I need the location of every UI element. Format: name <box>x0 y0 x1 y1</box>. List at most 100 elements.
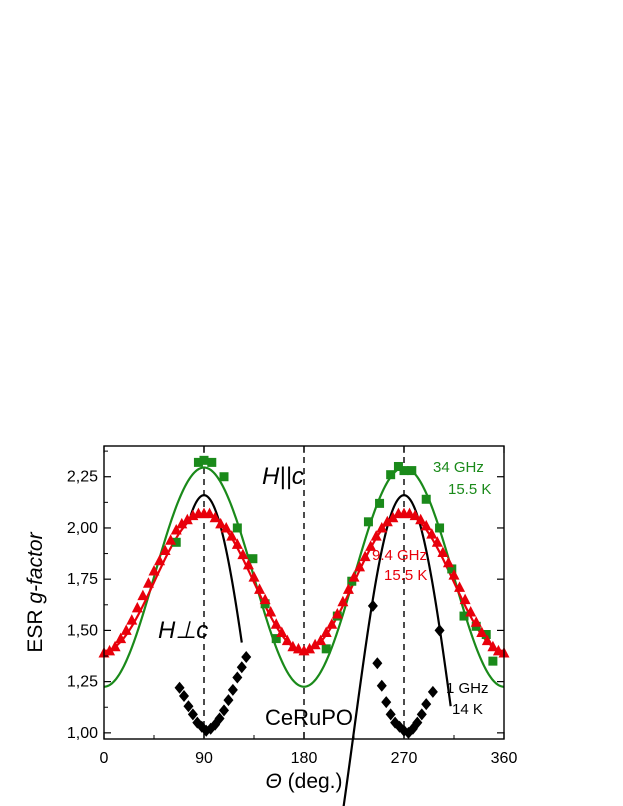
green-temp-label: 15.5 K <box>448 481 491 498</box>
data-point-1-56 <box>409 509 421 521</box>
annotations: H⊥c H||c CeRuPO 34 GHz 15.5 K 9.4 GHz 15… <box>158 459 491 730</box>
data-point-1-2 <box>109 640 121 652</box>
data-point-1-5 <box>126 614 138 625</box>
data-point-1-22 <box>220 521 232 533</box>
data-point-0-1 <box>193 457 203 467</box>
data-point-1-59 <box>426 528 438 539</box>
data-point-2-1 <box>179 689 189 702</box>
data-point-1-8 <box>142 577 154 588</box>
data-point-0-2 <box>199 455 209 465</box>
x-tick-label-360: 360 <box>491 750 518 767</box>
data-point-0-16 <box>399 466 409 476</box>
red-freq-label: 9.4 GHz <box>372 547 427 564</box>
data-point-1-50 <box>376 521 388 533</box>
y-tick-label-2: 1,50 <box>67 622 98 639</box>
data-point-1-23 <box>226 530 238 541</box>
data-point-2-20 <box>385 708 396 721</box>
data-point-1-52 <box>387 511 399 523</box>
data-point-1-32 <box>276 626 288 637</box>
sample-label: CeRuPO <box>265 705 353 730</box>
data-point-1-11 <box>159 544 171 555</box>
data-point-0-23 <box>481 630 491 640</box>
data-point-2-11 <box>223 694 234 707</box>
data-point-2-14 <box>236 661 247 674</box>
data-point-0-0 <box>171 537 181 547</box>
data-point-1-68 <box>476 626 488 637</box>
data-point-1-26 <box>242 558 254 570</box>
data-point-1-14 <box>176 517 188 529</box>
data-point-2-28 <box>421 698 432 711</box>
data-point-1-21 <box>215 517 227 529</box>
data-point-1-7 <box>137 589 149 601</box>
data-point-1-51 <box>381 515 393 527</box>
data-point-2-9 <box>214 712 225 725</box>
data-point-0-8 <box>271 634 281 644</box>
red-temp-label: 15.5 K <box>384 567 427 584</box>
fit-curve-0-0 <box>103 466 505 688</box>
data-point-0-9 <box>321 644 331 654</box>
data-point-2-27 <box>416 708 427 721</box>
data-point-2-16 <box>367 599 378 612</box>
data-point-0-20 <box>447 564 457 574</box>
plot-area <box>98 446 510 806</box>
data-point-0-17 <box>407 466 417 476</box>
data-point-1-67 <box>470 616 482 627</box>
data-point-1-24 <box>231 538 243 549</box>
data-point-1-45 <box>348 571 360 582</box>
data-point-2-10 <box>219 704 229 717</box>
hperp-label: H⊥c <box>158 617 208 644</box>
data-point-0-15 <box>393 461 403 471</box>
data-point-1-61 <box>437 546 449 558</box>
data-point-2-19 <box>381 696 392 709</box>
data-point-1-15 <box>181 513 193 525</box>
data-point-0-12 <box>363 517 373 527</box>
x-tick-label-90: 90 <box>195 750 213 767</box>
x-axis-title: Θ (deg.) <box>265 770 342 793</box>
y-tick-label-3: 1,75 <box>67 571 98 588</box>
data-point-2-30 <box>434 624 445 637</box>
data-point-1-31 <box>270 618 282 629</box>
data-point-1-70 <box>487 640 499 652</box>
data-point-2-12 <box>227 683 238 696</box>
data-point-1-9 <box>148 564 160 576</box>
data-point-2-26 <box>412 716 423 729</box>
data-point-1-4 <box>120 624 132 635</box>
data-point-1-27 <box>248 571 260 582</box>
data-point-1-49 <box>370 530 382 541</box>
data-point-1-19 <box>204 507 216 519</box>
data-point-2-0 <box>174 681 185 694</box>
data-point-1-20 <box>209 511 221 523</box>
data-point-1-39 <box>315 634 327 646</box>
hpar-label: H||c <box>262 463 304 490</box>
data-point-1-66 <box>465 605 477 617</box>
data-point-2-29 <box>427 685 438 698</box>
data-point-1-47 <box>359 550 371 562</box>
data-point-1-60 <box>431 536 443 547</box>
data-point-1-41 <box>326 618 338 629</box>
black-freq-label: 1 GHz <box>446 680 489 697</box>
data-point-1-33 <box>281 634 293 646</box>
data-point-1-44 <box>342 583 354 594</box>
data-point-2-2 <box>183 700 194 713</box>
y-tick-label-5: 2,25 <box>67 469 98 486</box>
data-point-1-28 <box>254 583 266 594</box>
data-point-1-3 <box>115 632 127 644</box>
y-tick-label-1: 1,25 <box>67 674 98 691</box>
data-point-1-25 <box>237 548 249 560</box>
data-point-1-63 <box>448 569 460 580</box>
data-point-0-24 <box>488 656 498 666</box>
data-point-1-6 <box>131 601 143 613</box>
data-point-1-62 <box>442 556 454 568</box>
data-point-1-38 <box>309 638 321 650</box>
data-point-1-13 <box>170 524 182 535</box>
data-point-0-18 <box>421 494 431 504</box>
x-tick-label-180: 180 <box>291 750 318 767</box>
data-point-2-13 <box>232 671 243 684</box>
data-point-2-15 <box>241 651 252 664</box>
data-point-0-21 <box>459 611 469 621</box>
data-point-1-12 <box>165 534 177 545</box>
data-point-1-58 <box>420 519 432 531</box>
fit-curve-2-1 <box>342 494 452 806</box>
data-point-1-69 <box>481 634 493 646</box>
